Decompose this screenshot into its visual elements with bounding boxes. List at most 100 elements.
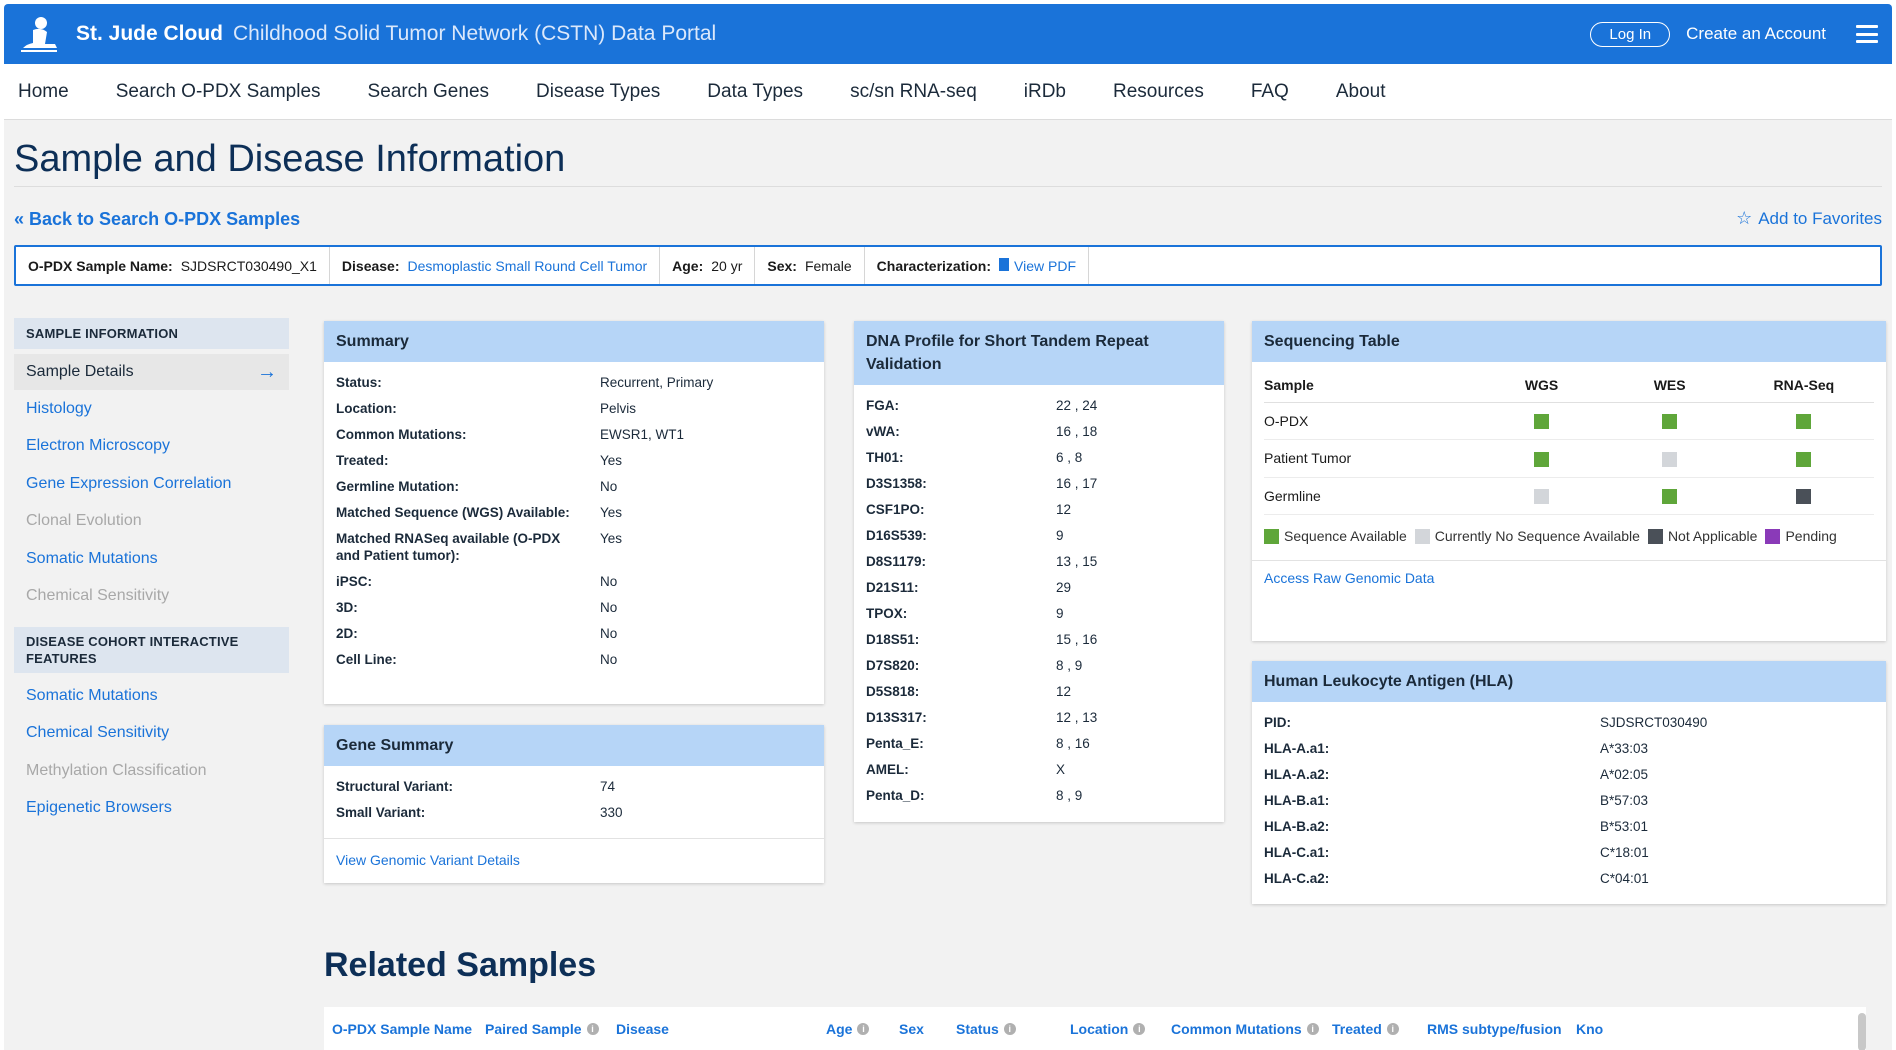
summary-row-value: No (600, 479, 618, 494)
str-row-key: D13S317: (866, 710, 927, 725)
sequencing-sample-name: Patient Tumor (1264, 439, 1478, 478)
status-na-square-icon (1796, 489, 1812, 505)
sequencing-cell (1477, 477, 1606, 515)
add-to-favorites-link[interactable]: ☆ Add to Favorites (1736, 208, 1882, 229)
access-raw-genomic-data-link[interactable]: Access Raw Genomic Data (1264, 569, 1435, 586)
portal-subtitle[interactable]: Childhood Solid Tumor Network (CSTN) Dat… (233, 22, 717, 45)
str-row-value: X (1056, 762, 1066, 777)
favorites-label: Add to Favorites (1758, 208, 1882, 228)
gene-summary-row-value: 330 (600, 805, 623, 820)
str-row: Penta_D: 8 , 9 (866, 787, 1212, 804)
summary-row-key: Treated: (336, 453, 389, 468)
summary-row: Location: Pelvis (336, 400, 812, 417)
create-account-link[interactable]: Create an Account (1686, 24, 1826, 43)
characterization-field: Characterization: View PDF (865, 247, 1089, 284)
nav-irdb[interactable]: iRDb (1023, 80, 1066, 102)
related-col-kno[interactable]: Kno (1576, 1021, 1603, 1037)
view-genomic-variant-details-link[interactable]: View Genomic Variant Details (336, 852, 520, 868)
info-icon[interactable]: i (1386, 1023, 1399, 1035)
summary-row-key: Status: (336, 375, 382, 390)
back-link-label: Back to Search O-PDX Samples (29, 209, 301, 229)
sequencing-cell (1733, 439, 1874, 478)
info-icon[interactable]: i (1306, 1023, 1319, 1035)
nav-home[interactable]: Home (18, 80, 69, 102)
vertical-scrollbar[interactable] (1858, 1013, 1866, 1050)
str-row: D7S820: 8 , 9 (866, 657, 1212, 674)
sidebar-item-cohort-chemical-sensitivity[interactable]: Chemical Sensitivity (26, 724, 170, 742)
gene-summary-title: Gene Summary (324, 725, 824, 766)
disease-field: Disease: Desmoplastic Small Round Cell T… (330, 247, 661, 284)
str-row-value: 22 , 24 (1056, 398, 1098, 413)
hla-row-value: SJDSRCT030490 (1600, 715, 1708, 730)
st-jude-logo-icon[interactable] (14, 12, 64, 56)
str-row-key: Penta_D: (866, 788, 925, 803)
sidebar-item-histology[interactable]: Histology (26, 399, 92, 417)
brand-name[interactable]: St. Jude Cloud (76, 22, 223, 45)
related-col-label: Age (826, 1021, 853, 1037)
nav-search-genes[interactable]: Search Genes (367, 80, 490, 102)
nav-faq[interactable]: FAQ (1250, 80, 1289, 102)
sample-name-field: O-PDX Sample Name: SJDSRCT030490_X1 (16, 247, 330, 284)
sequencing-row: O-PDX (1264, 402, 1874, 440)
related-col-sex[interactable]: Sex (899, 1021, 924, 1037)
top-bar: St. Jude Cloud Childhood Solid Tumor Net… (4, 4, 1892, 64)
legend-label: Pending (1785, 528, 1837, 544)
sequencing-sample-name: O-PDX (1264, 402, 1478, 440)
info-icon[interactable]: i (1133, 1023, 1146, 1035)
age-value: 20 yr (711, 257, 743, 274)
related-col-age[interactable]: Age i (826, 1021, 870, 1037)
nav-search-opdx-samples[interactable]: Search O-PDX Samples (115, 80, 321, 102)
nav-about[interactable]: About (1335, 80, 1386, 102)
str-row-value: 8 , 9 (1056, 788, 1083, 803)
sidebar-item-somatic-mutations[interactable]: Somatic Mutations (26, 549, 158, 567)
related-col-paired-sample[interactable]: Paired Sample i (485, 1021, 599, 1037)
legend-item-pending: Pending (1765, 523, 1837, 549)
related-col-label: Disease (616, 1021, 669, 1037)
info-icon[interactable]: i (857, 1023, 870, 1035)
disease-link[interactable]: Desmoplastic Small Round Cell Tumor (407, 257, 648, 274)
related-col-disease[interactable]: Disease (616, 1021, 669, 1037)
hamburger-menu-icon[interactable] (1856, 25, 1878, 43)
sidebar-item-clonal-evolution: Clonal Evolution (26, 512, 142, 530)
str-row-value: 6 , 8 (1056, 450, 1083, 465)
nav-sc-sn-rna-seq[interactable]: sc/sn RNA-seq (850, 80, 977, 102)
str-row-key: D18S51: (866, 632, 920, 647)
related-col-common-mutations[interactable]: Common Mutations i (1171, 1021, 1319, 1037)
sidebar-item-cohort-somatic-mutations[interactable]: Somatic Mutations (26, 686, 158, 704)
characterization-label: Characterization: (876, 257, 992, 274)
status-none-square-icon (1662, 451, 1678, 467)
sidebar-item-epigenetic-browsers[interactable]: Epigenetic Browsers (26, 799, 172, 817)
str-row: TPOX: 9 (866, 605, 1212, 622)
sidebar-item-gene-expression-correlation[interactable]: Gene Expression Correlation (26, 474, 232, 492)
related-col-location[interactable]: Location i (1070, 1021, 1146, 1037)
login-button[interactable]: Log In (1590, 21, 1671, 47)
info-icon[interactable]: i (586, 1023, 599, 1035)
sequencing-sample-name: Germline (1264, 477, 1478, 515)
related-col-rms-subtype-fusion[interactable]: RMS subtype/fusion (1427, 1021, 1562, 1037)
sidebar-item-electron-microscopy[interactable]: Electron Microscopy (26, 437, 171, 455)
related-col-status[interactable]: Status i (956, 1021, 1016, 1037)
summary-row: Germline Mutation: No (336, 478, 812, 495)
info-icon[interactable]: i (1003, 1023, 1016, 1035)
related-samples-title: Related Samples (324, 946, 597, 984)
hla-row-value: A*33:03 (1600, 741, 1649, 756)
related-col-o-pdx-sample-name[interactable]: O-PDX Sample Name (332, 1021, 472, 1037)
nav-resources[interactable]: Resources (1113, 80, 1204, 102)
str-row: FGA: 22 , 24 (866, 397, 1212, 414)
summary-row-key: Location: (336, 401, 397, 416)
hla-row-value: B*53:01 (1600, 819, 1649, 834)
related-col-label: Location (1070, 1021, 1129, 1037)
summary-row-value: No (600, 574, 618, 589)
view-pdf-link[interactable]: View PDF (999, 257, 1076, 274)
str-row-value: 9 (1056, 528, 1064, 543)
gene-summary-row: Small Variant: 330 (336, 804, 812, 821)
back-to-search-link[interactable]: « Back to Search O-PDX Samples (14, 209, 300, 230)
summary-row: Matched RNASeq available (O-PDX and Pati… (336, 530, 812, 564)
sequencing-body: O-PDX Patient Tumor Germline (1264, 402, 1874, 515)
nav-data-types[interactable]: Data Types (707, 80, 804, 102)
related-col-treated[interactable]: Treated i (1332, 1021, 1399, 1037)
hla-row-key: HLA-A.a2: (1264, 767, 1330, 782)
legend-available-square-icon (1264, 528, 1279, 544)
sidebar-item-sample-details[interactable]: Sample Details → (14, 354, 289, 390)
nav-disease-types[interactable]: Disease Types (536, 80, 661, 102)
